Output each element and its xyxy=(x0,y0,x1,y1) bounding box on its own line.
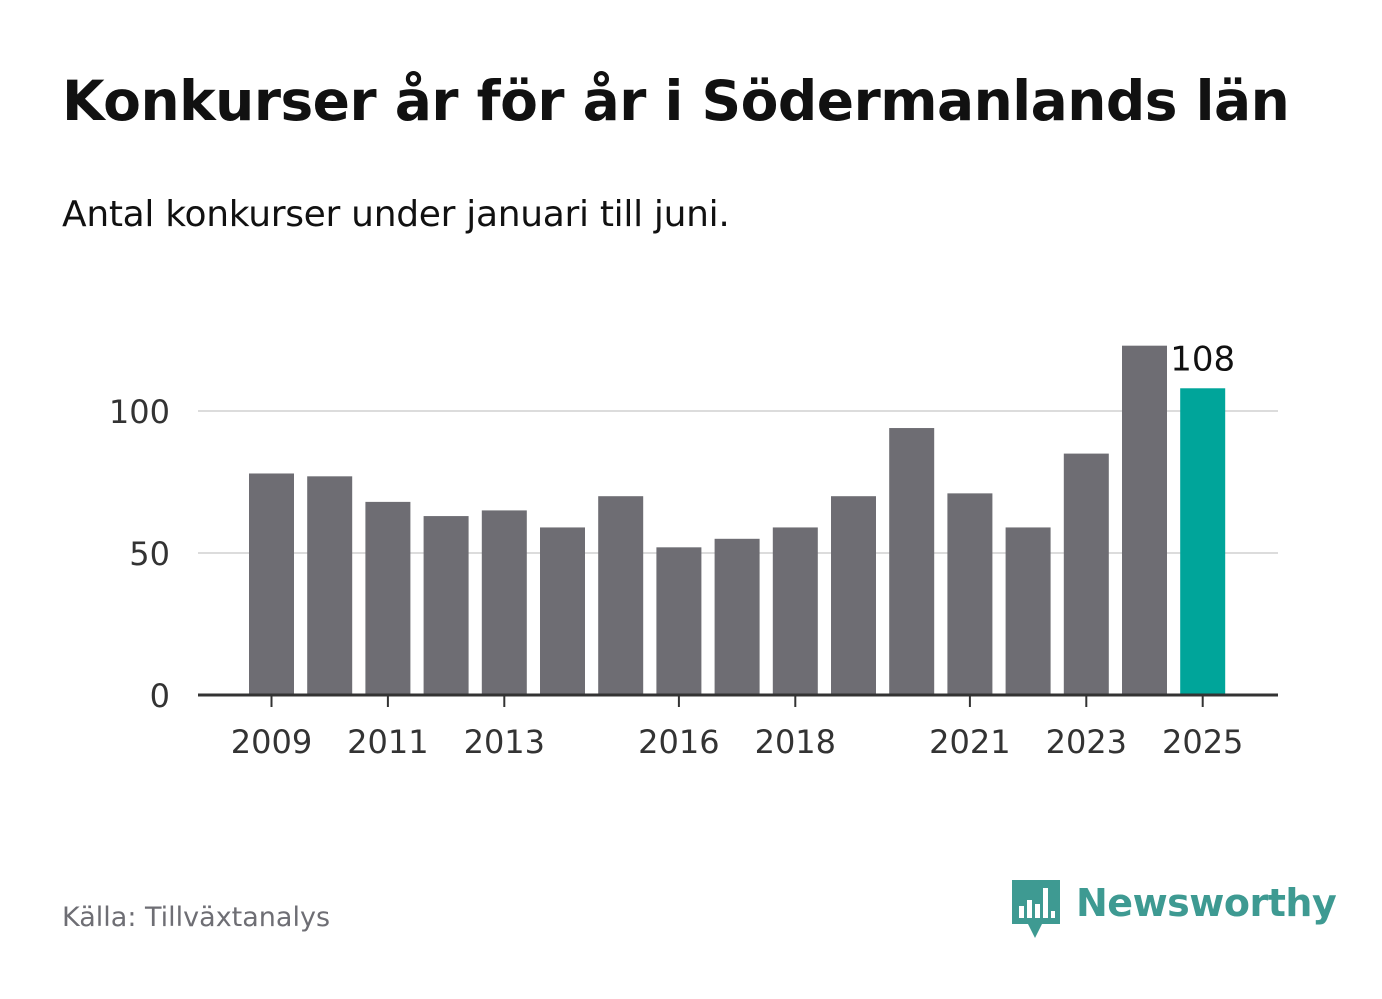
bars xyxy=(249,345,1226,695)
bar-2013 xyxy=(481,510,527,695)
x-tick-label: 2023 xyxy=(1046,723,1127,761)
chart-title: Konkurser år för år i Södermanlands län xyxy=(62,69,1290,133)
data-label-2025: 108 xyxy=(1170,339,1235,379)
x-tick-label: 2018 xyxy=(755,723,836,761)
bar-2009 xyxy=(249,473,294,695)
x-tick-label: 2025 xyxy=(1162,723,1243,761)
bar-2020 xyxy=(889,428,935,695)
y-tick-label: 0 xyxy=(150,677,170,715)
bar-2023 xyxy=(1063,453,1109,695)
x-tick-label: 2013 xyxy=(464,723,545,761)
bar-2021 xyxy=(947,493,993,695)
grid-lines xyxy=(198,410,1278,554)
x-axis xyxy=(198,693,1278,707)
chart-subtitle: Antal konkurser under januari till juni. xyxy=(62,194,730,235)
x-tick-label: 2021 xyxy=(929,723,1010,761)
bar-2012 xyxy=(423,516,469,695)
bar-chart-speech-bubble-icon xyxy=(1012,880,1060,938)
source-note: Källa: Tillväxtanalys xyxy=(62,902,331,933)
bar-2014 xyxy=(540,527,585,695)
y-tick-label: 50 xyxy=(129,535,170,573)
brand-logo[interactable]: Newsworthy xyxy=(1010,876,1337,942)
bar-2025 xyxy=(1180,388,1226,695)
bar-2019 xyxy=(831,496,876,695)
y-tick-label: 100 xyxy=(109,393,170,431)
bar-2011 xyxy=(365,501,411,695)
bar-chart: 0 50 100 108 2009 2011 2013 2016 2018 2021 2023 202… xyxy=(109,339,1278,761)
bar-2017 xyxy=(714,538,760,695)
tick-labels: 0 50 100 108 2009 2011 2013 2016 2018 2021 2023 202… xyxy=(109,339,1243,761)
bar-2018 xyxy=(772,527,818,695)
x-tick-label: 2016 xyxy=(638,723,719,761)
x-tick-label: 2009 xyxy=(231,723,312,761)
bar-2022 xyxy=(1005,527,1051,695)
bar-2015 xyxy=(598,496,644,695)
bar-2016 xyxy=(656,547,702,695)
bar-2010 xyxy=(307,476,353,695)
bar-2024 xyxy=(1122,345,1167,695)
x-tick-label: 2011 xyxy=(347,723,428,761)
brand-name: Newsworthy xyxy=(1076,881,1337,925)
